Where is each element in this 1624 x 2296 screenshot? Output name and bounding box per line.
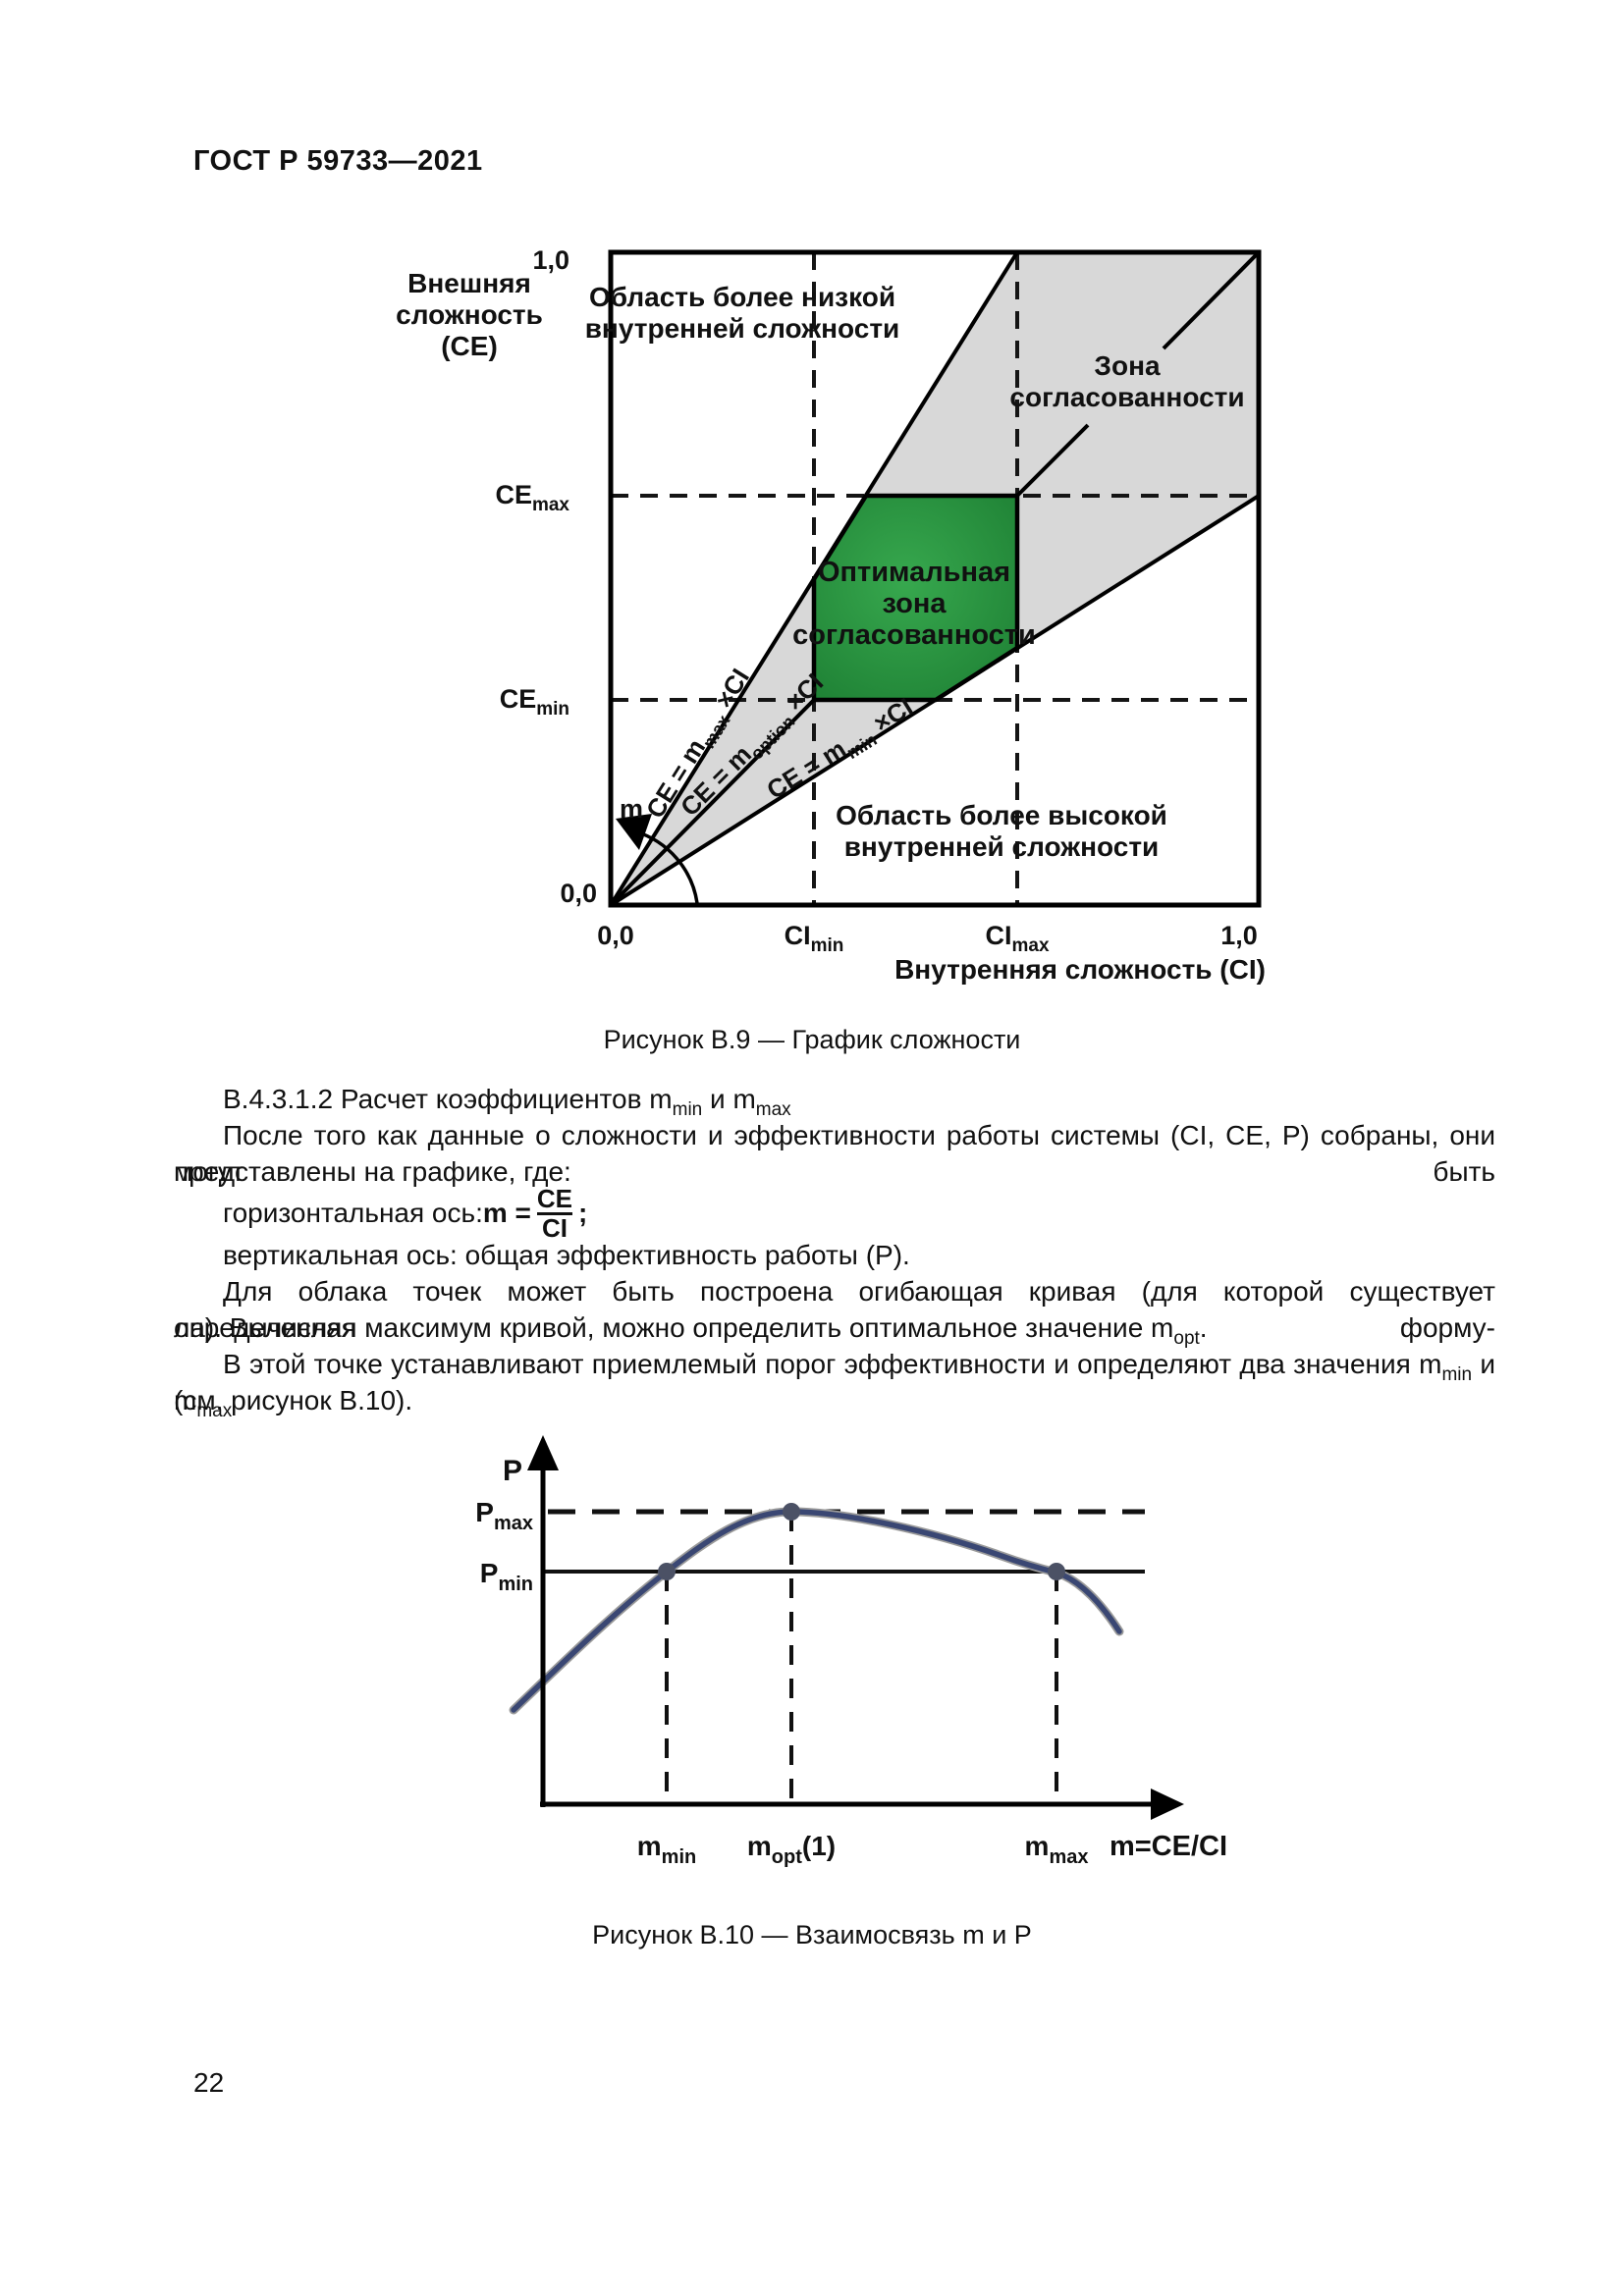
m-min-tick-label: mmin (637, 1831, 696, 1868)
fraction-bar (536, 1211, 573, 1215)
ci-max-label: CImax (985, 921, 1049, 956)
m-arc-arrowhead-icon (616, 814, 652, 850)
region-lower-complexity-line1: Область более низкой (589, 282, 895, 312)
p-max-label: Pmax (475, 1497, 533, 1534)
region-higher-complexity-line1: Область более высокой (836, 800, 1167, 830)
x-axis-arrowhead-icon (1151, 1789, 1184, 1820)
body-text: В.4.3.1.2 Расчет коэффициентов mmin и mm… (174, 1081, 1495, 1421)
paragraph-b4312-heading: В.4.3.1.2 Расчет коэффициентов mmin и mm… (223, 1084, 791, 1120)
paragraph-threshold-line2: (см. рисунок В.10). (174, 1385, 413, 1415)
region-optimal-zone-line1: Оптимальная (818, 557, 1010, 588)
horizontal-axis-formula: горизонтальная ось: m = CE CI ; (223, 1183, 588, 1243)
m-option-line-seg2 (1015, 423, 1090, 498)
ce-over-ci-fraction: CE CI (536, 1183, 573, 1243)
m-arrow-label: m (620, 794, 643, 824)
region-consistency-zone-line1: Зона (1094, 350, 1161, 381)
region-optimal-zone-line2: зона (882, 588, 947, 619)
figure-b9-complexity-graph: Область более низкой внутренней сложност… (396, 245, 1266, 985)
y-axis-title-line3: (CE) (441, 331, 498, 361)
ce-max-label: CEmax (495, 480, 569, 515)
point-m-max (1048, 1563, 1065, 1580)
region-optimal-zone-line3: согласованности (792, 619, 1036, 651)
envelope-curve (511, 1509, 1122, 1713)
paragraph-envelope-curve-line2: ла). Вычисляя максимум кривой, можно опр… (174, 1312, 1208, 1349)
x-axis-title: Внутренняя сложность (CI) (894, 954, 1266, 985)
figure-b10-m-p-relation: P Pmax Pmin mmin mopt(1) mmax m=CE/CI (475, 1435, 1227, 1868)
m-option-line-seg3 (1162, 250, 1261, 350)
m-angle-arc (634, 829, 699, 904)
p-axis-label: P (503, 1455, 522, 1487)
x-axis-end-tick: 1,0 (1220, 921, 1258, 950)
point-m-opt (783, 1503, 800, 1521)
figure-b10-caption: Рисунок В.10 — Взаимосвязь m и Р (592, 1920, 1032, 1949)
page-header: ГОСТ Р 59733—2021 (193, 145, 483, 177)
plot-border (608, 249, 1262, 908)
region-consistency-zone-line2: согласованности (1009, 382, 1244, 412)
m-opt-tick-label: mopt(1) (747, 1831, 836, 1868)
ce-min-label: CEmin (500, 684, 569, 720)
m-max-tick-label: mmax (1025, 1831, 1089, 1868)
point-m-min (658, 1563, 676, 1580)
paragraph-data-collected-line2: представлены на графике, где: (174, 1156, 571, 1187)
optimal-zone-region (811, 493, 1020, 703)
m-option-line-seg1 (609, 698, 816, 907)
y-axis-arrowhead-icon (527, 1435, 559, 1470)
envelope-curve-halo (509, 1507, 1124, 1715)
paragraph-envelope-curve-line1: Для облака точек может быть построена ог… (174, 1276, 1495, 1343)
x-axis-zero-tick: 0,0 (597, 921, 634, 950)
page-number: 22 (193, 2067, 225, 2098)
y-axis-title-line2: сложность (396, 299, 543, 330)
paragraph-threshold-line1: В этой точке устанавливают приемлемый по… (174, 1349, 1495, 1421)
y-axis-title-line1: Внешняя (407, 268, 531, 298)
paragraph-data-collected-line1: После того как данные о сложности и эффе… (174, 1120, 1495, 1187)
y-axis-top-tick: 1,0 (532, 245, 569, 275)
region-higher-complexity-line2: внутренней сложности (844, 831, 1160, 862)
y-axis-zero-tick: 0,0 (560, 879, 597, 908)
x-axis-title: m=CE/CI (1110, 1831, 1227, 1862)
ci-min-label: CImin (785, 921, 844, 956)
figure-b9-caption: Рисунок В.9 — График сложности (603, 1025, 1021, 1054)
region-lower-complexity-line2: внутренней сложности (585, 313, 900, 344)
vertical-axis-line: вертикальная ось: общая эффективность ра… (223, 1240, 910, 1270)
p-min-label: Pmin (480, 1558, 533, 1595)
